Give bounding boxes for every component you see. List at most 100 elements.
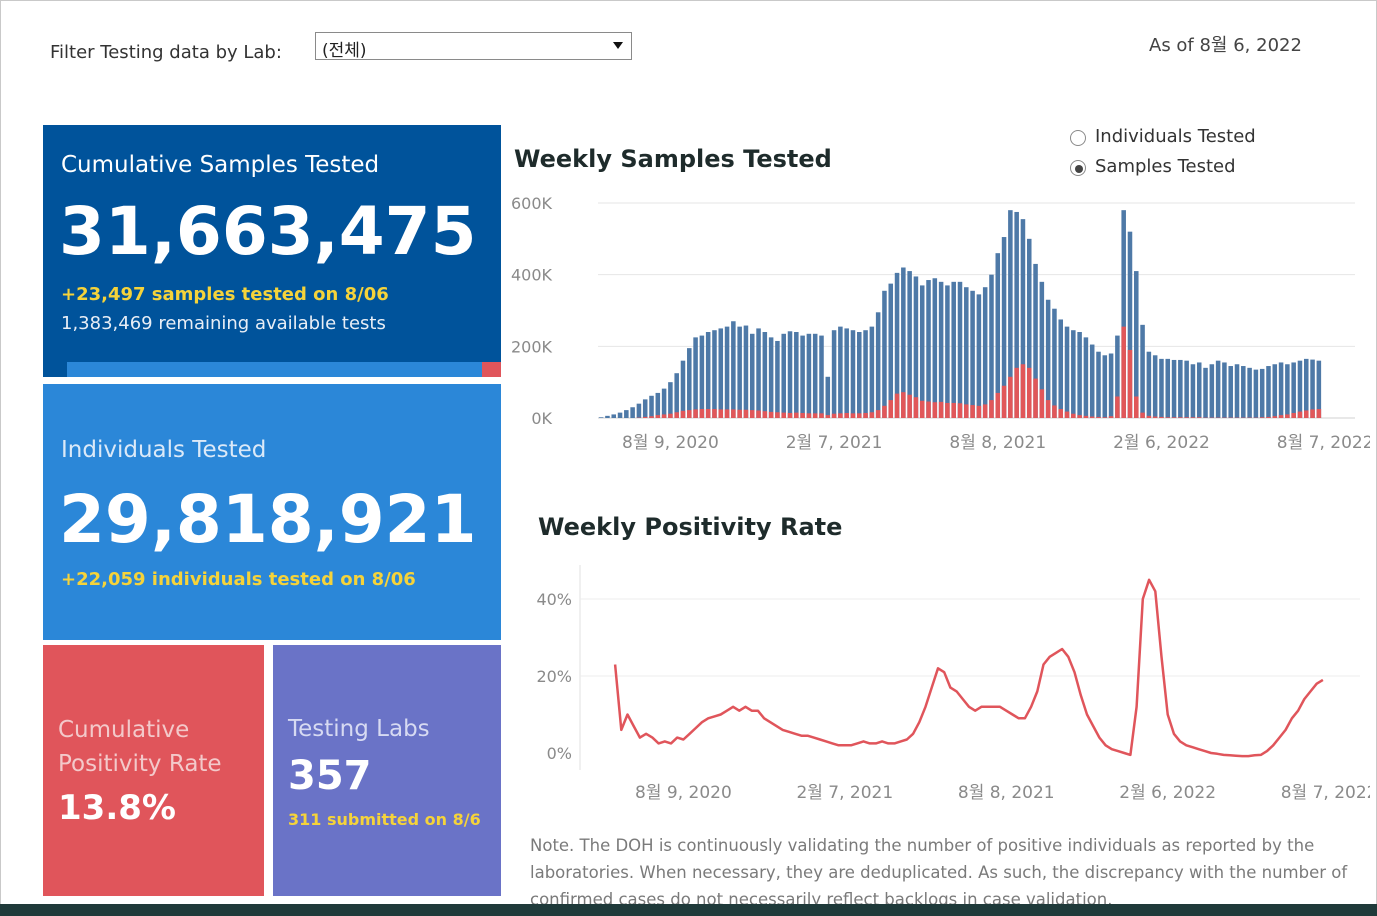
tested-bar: [1045, 299, 1051, 418]
positive-bar: [1052, 405, 1057, 418]
positive-bar: [806, 413, 812, 418]
positive-bar: [1026, 367, 1032, 418]
tested-bar: [825, 376, 831, 418]
positive-bar: [674, 412, 679, 418]
bottom-bar: [0, 904, 1377, 916]
x-tick-label: 8월 9, 2020: [635, 783, 732, 803]
weekly-positivity-chart[interactable]: 0% 20% 40% 8월 9, 2020 2월 7, 2021 8월 8, 2021 2월…: [500, 555, 1370, 815]
positive-bar: [743, 409, 749, 418]
tested-bar: [749, 333, 755, 418]
tested-bar: [1222, 362, 1227, 418]
tested-bar: [850, 330, 856, 418]
positive-bar: [1014, 367, 1019, 418]
positive-bar: [1259, 417, 1265, 418]
positive-bar: [831, 413, 837, 418]
y-tick-label: 0%: [547, 744, 572, 763]
tested-bar: [1140, 324, 1145, 418]
tested-bar: [1184, 360, 1189, 418]
labs-delta: 311 submitted on 8/6: [288, 810, 481, 829]
positive-bar: [1108, 416, 1114, 418]
tested-bar: [806, 333, 812, 418]
positive-bar: [762, 411, 768, 418]
tested-bar: [1215, 360, 1221, 418]
positive-bar: [1152, 416, 1158, 418]
individuals-delta: +22,059 individuals tested on 8/06: [61, 569, 416, 590]
tested-bar: [1253, 369, 1259, 418]
positive-bar: [838, 413, 843, 418]
tested-bar: [699, 335, 705, 418]
tested-bar: [982, 287, 988, 418]
x-tick-label: 8월 8, 2021: [949, 433, 1046, 453]
tested-bar: [636, 403, 642, 418]
tested-bar: [693, 337, 698, 418]
tested-bar: [762, 332, 768, 418]
note-text: Note. The DOH is continuously validating…: [530, 836, 1348, 904]
positive-bar: [932, 402, 938, 418]
tested-bar: [655, 392, 661, 418]
radio-selected-dot-icon: [1075, 165, 1083, 173]
tested-bar: [1058, 319, 1063, 418]
positive-bar: [1077, 415, 1082, 418]
positive-bar: [1121, 326, 1126, 418]
tested-bar: [687, 348, 692, 418]
positive-bar: [668, 413, 673, 418]
tested-bar: [1316, 360, 1322, 418]
individuals-tested-card[interactable]: Individuals Tested 29,818,921 +22,059 in…: [43, 384, 501, 640]
tested-bar: [680, 360, 686, 418]
x-tick-label: 8월 7, 2022: [1277, 433, 1370, 453]
tested-bar: [812, 333, 818, 418]
tested-bar: [1291, 362, 1296, 418]
tested-bar: [1089, 344, 1095, 418]
tested-bar: [1165, 358, 1171, 418]
weekly-samples-title: Weekly Samples Tested: [514, 145, 832, 173]
x-tick-label: 8월 9, 2020: [622, 433, 719, 453]
positive-bar: [1134, 396, 1139, 418]
tested-bar: [1196, 362, 1202, 418]
card-title: Cumulative Samples Tested: [61, 152, 380, 178]
positive-bar: [768, 411, 774, 418]
tested-bar: [1247, 367, 1252, 418]
positive-bar: [781, 412, 786, 418]
card-title: Individuals Tested: [61, 437, 267, 463]
positive-bar: [1008, 376, 1013, 418]
samples-delta: +23,497 samples tested on 8/06: [61, 284, 389, 305]
tested-bar: [674, 373, 679, 418]
positive-bar: [964, 404, 969, 418]
positivity-line: [613, 578, 1324, 758]
y-tick-label: 600K: [511, 194, 553, 213]
lab-filter-dropdown[interactable]: (전체): [315, 32, 632, 61]
card-title-line1: Cumulative: [58, 717, 190, 743]
positive-bar: [1303, 410, 1309, 418]
cumulative-positivity-card[interactable]: Cumulative Positivity Rate 13.8%: [43, 645, 264, 896]
cumulative-samples-card[interactable]: Cumulative Samples Tested 31,663,475 +23…: [43, 125, 501, 377]
tested-bar: [624, 410, 629, 418]
tested-bar: [661, 388, 667, 418]
tested-bar: [1259, 368, 1265, 418]
positive-bar: [982, 404, 988, 418]
positive-bar: [995, 392, 1001, 418]
samples-value: 31,663,475: [59, 193, 477, 270]
lab-filter-value: (전체): [322, 41, 367, 61]
positive-bar: [888, 400, 894, 418]
positive-bar: [875, 410, 881, 418]
tested-bar: [1108, 353, 1114, 418]
tested-bar: [831, 330, 837, 418]
tested-bar: [882, 290, 887, 418]
positive-bar: [1096, 416, 1101, 418]
positive-bar: [1178, 417, 1183, 418]
tested-bar: [913, 276, 919, 418]
tested-bar: [756, 328, 761, 418]
positive-bar: [857, 413, 862, 418]
positive-bar: [1184, 417, 1189, 418]
positive-bar: [926, 401, 931, 418]
weekly-samples-chart[interactable]: 0K 200K 400K 600K 8월 9, 2020 2월 7, 2021 8월 8, …: [500, 185, 1370, 465]
testing-labs-card[interactable]: Testing Labs 357 311 submitted on 8/6: [273, 645, 501, 896]
tested-bar: [1134, 271, 1139, 418]
weekly-positivity-title: Weekly Positivity Rate: [538, 513, 843, 541]
tested-bar: [1234, 364, 1240, 418]
x-tick-label: 2월 6, 2022: [1119, 783, 1216, 803]
positive-bar: [1316, 409, 1322, 418]
tested-bar: [781, 333, 786, 418]
tested-bar: [1077, 332, 1082, 418]
tested-bar: [1178, 359, 1183, 418]
